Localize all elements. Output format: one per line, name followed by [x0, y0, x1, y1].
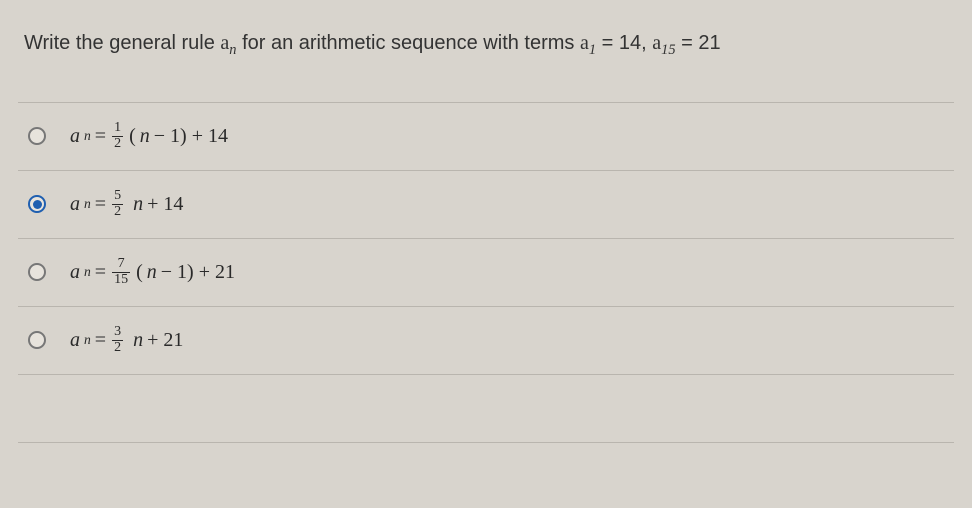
fraction: 5 2 [112, 189, 123, 219]
question-text-mid: for an arithmetic sequence with terms [242, 32, 580, 54]
term-a1-val: = 14, [602, 32, 653, 54]
lhs-n: n [84, 128, 91, 144]
tail-post: − 1) + 14 [154, 125, 228, 148]
question-text-prefix: Write the general rule [24, 32, 220, 54]
lhs-a: a [70, 261, 80, 284]
lhs-n: n [84, 332, 91, 348]
frac-den: 2 [112, 204, 123, 220]
lhs-n: n [84, 196, 91, 212]
tail-post: − 1) + 21 [161, 261, 235, 284]
tail-pre: ( [136, 261, 143, 284]
eq-sign: = [95, 125, 106, 148]
frac-num: 3 [112, 325, 123, 340]
option-formula: an = 5 2 n + 14 [70, 189, 183, 219]
frac-num: 5 [112, 189, 123, 204]
tail-n: n [133, 329, 143, 352]
lhs-n: n [84, 264, 91, 280]
question-prompt: Write the general rule an for an arithme… [18, 28, 954, 102]
frac-den: 15 [112, 272, 130, 288]
lhs-a: a [70, 125, 80, 148]
fraction: 7 15 [112, 257, 130, 287]
tail-pre: ( [129, 125, 136, 148]
fraction: 3 2 [112, 325, 123, 355]
radio-button[interactable] [28, 127, 46, 145]
option-row[interactable]: an = 7 15 (n − 1) + 21 [18, 239, 954, 307]
frac-num: 7 [116, 257, 127, 272]
frac-den: 2 [112, 136, 123, 152]
radio-button[interactable] [28, 263, 46, 281]
term-a15-a: a [652, 32, 661, 54]
term-a15-sub: 15 [661, 42, 675, 58]
options-list: an = 1 2 (n − 1) + 14 an = 5 2 n + 14 [18, 102, 954, 443]
frac-num: 1 [112, 121, 123, 136]
option-row[interactable]: an = 5 2 n + 14 [18, 171, 954, 239]
question-page: Write the general rule an for an arithme… [0, 0, 972, 443]
term-a15-val: = 21 [681, 32, 720, 54]
eq-sign: = [95, 261, 106, 284]
tail-n: n [133, 193, 143, 216]
tail-n: n [147, 261, 157, 284]
lhs-a: a [70, 193, 80, 216]
tail-post: + 21 [147, 329, 183, 352]
tail-post: + 14 [147, 193, 183, 216]
tail-n: n [140, 125, 150, 148]
radio-button[interactable] [28, 195, 46, 213]
option-formula: an = 1 2 (n − 1) + 14 [70, 121, 228, 151]
term-a1-a: a [580, 32, 589, 54]
eq-sign: = [95, 193, 106, 216]
option-formula: an = 3 2 n + 21 [70, 325, 183, 355]
frac-den: 2 [112, 340, 123, 356]
option-row[interactable]: an = 3 2 n + 21 [18, 307, 954, 375]
lhs-a: a [70, 329, 80, 352]
eq-sign: = [95, 329, 106, 352]
option-row[interactable]: an = 1 2 (n − 1) + 14 [18, 103, 954, 171]
var-a: a [220, 32, 229, 54]
radio-button[interactable] [28, 331, 46, 349]
var-n-sub: n [229, 42, 236, 58]
spacer [18, 375, 954, 443]
term-a1-sub: 1 [589, 42, 596, 58]
fraction: 1 2 [112, 121, 123, 151]
option-formula: an = 7 15 (n − 1) + 21 [70, 257, 235, 287]
